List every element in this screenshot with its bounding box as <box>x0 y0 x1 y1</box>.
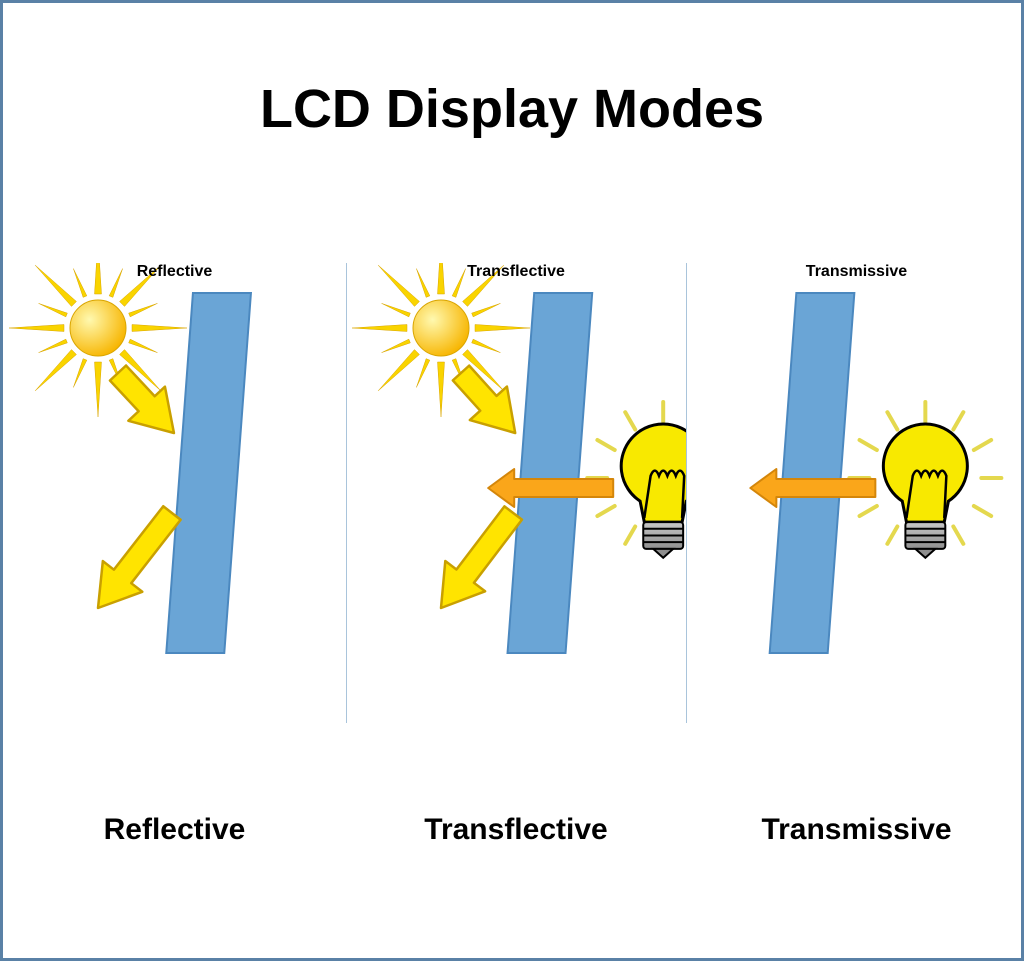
panel-label: Transmissive <box>686 263 1024 281</box>
diagram-title: LCD Display Modes <box>3 78 1021 140</box>
panel-transmissive: Transmissive <box>686 263 1024 723</box>
panels-row: ReflectiveTransflectiveTransmissive <box>3 263 1021 723</box>
mode-label: Transflective <box>346 813 686 847</box>
panel-label: Transflective <box>346 263 686 281</box>
mode-label: Transmissive <box>686 813 1024 847</box>
diagram-frame: LCD Display Modes ReflectiveTransflectiv… <box>0 0 1024 961</box>
panel-transflective: Transflective <box>346 263 686 723</box>
mode-label: Reflective <box>3 813 346 847</box>
panel-reflective: Reflective <box>3 263 346 723</box>
panel-label: Reflective <box>3 263 346 281</box>
